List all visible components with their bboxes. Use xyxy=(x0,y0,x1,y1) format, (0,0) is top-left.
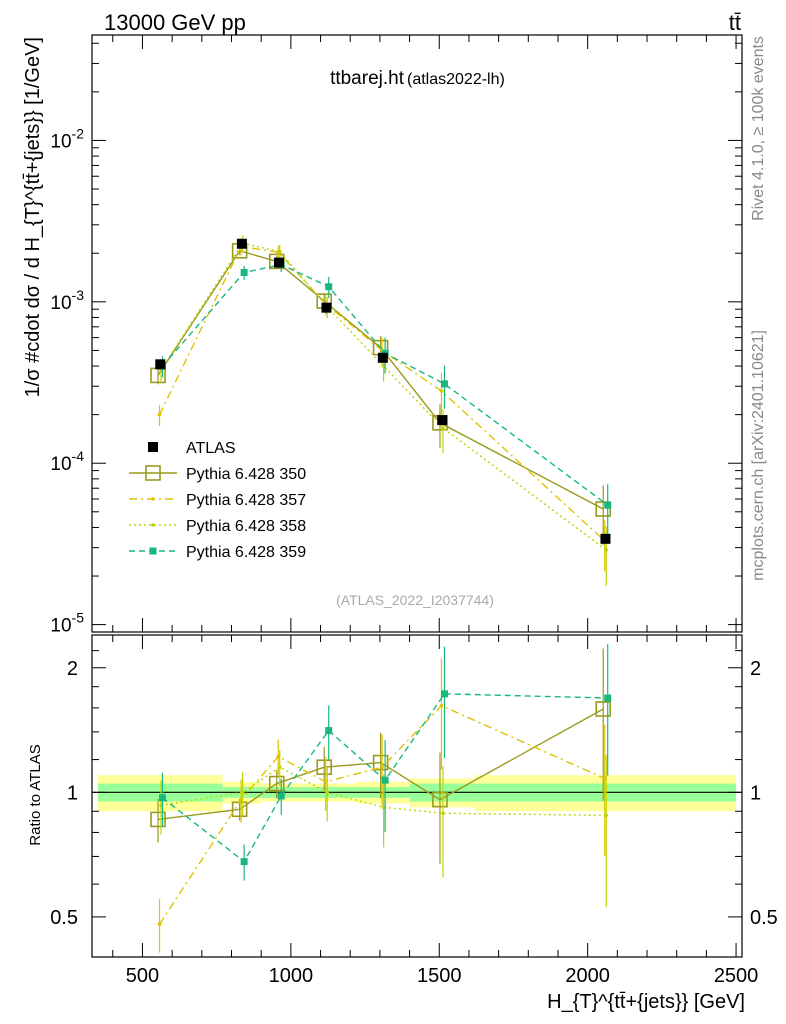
ratio-point xyxy=(316,759,333,776)
ratio-point xyxy=(432,791,448,808)
series-point xyxy=(157,412,162,417)
ratio-y-tick-label: 2 xyxy=(67,658,78,680)
x-tick-label: 500 xyxy=(126,965,159,987)
x-axis-title: H_{T}^{tt̄+{jets}} [GeV] xyxy=(547,991,745,1013)
ratio-point xyxy=(372,754,389,771)
main-panel-frame xyxy=(91,34,743,633)
series-point xyxy=(277,249,282,254)
analysis-watermark: (ATLAS_2022_I2037744) xyxy=(336,592,494,608)
y-tick-label: 10-4 xyxy=(50,448,84,475)
ratio-uncertainty-bands xyxy=(92,775,742,812)
legend-item-atlas: ATLAS xyxy=(148,440,236,457)
ratio-point xyxy=(595,701,612,717)
y-tick-label: 10-5 xyxy=(50,610,84,637)
ratio-y-tick-label: 1 xyxy=(67,782,78,804)
legend-item-4: Pythia 6.428 359 xyxy=(129,544,306,561)
legend-marker xyxy=(151,497,155,501)
ratio-y-tick-label-right: 2 xyxy=(750,658,761,680)
data-point xyxy=(600,533,611,544)
series-point xyxy=(325,283,333,291)
mcplots-label: mcplots.cern.ch [arXiv:2401.10621] xyxy=(750,330,767,581)
legend-label: Pythia 6.428 357 xyxy=(186,492,306,509)
header-energy-label: 13000 GeV pp xyxy=(104,10,246,35)
y-tick-label: 10-2 xyxy=(50,125,84,152)
ratio-y-tick-label-right: 1 xyxy=(750,782,761,804)
series-point xyxy=(439,389,444,393)
series-point xyxy=(440,380,448,388)
legend-item-3: Pythia 6.428 358 xyxy=(129,518,306,535)
ratio-y-tick-label-right: 0.5 xyxy=(750,907,778,929)
ratio-point xyxy=(157,922,162,927)
ratio-point xyxy=(440,690,448,698)
series-point xyxy=(240,268,248,276)
ratio-point xyxy=(240,790,245,795)
legend-marker xyxy=(151,523,155,527)
atlas-data xyxy=(155,238,611,544)
series-point xyxy=(595,501,612,517)
ratio-y-axis-title: Ratio to ATLAS xyxy=(27,744,44,845)
y-tick-label: 10-3 xyxy=(50,287,84,314)
ratio-point xyxy=(325,790,330,795)
legend-label: Pythia 6.428 358 xyxy=(186,518,306,535)
ratio-point xyxy=(150,811,166,828)
plot-title: ttbarej.ht xyxy=(330,68,405,89)
legend-label: Pythia 6.428 350 xyxy=(186,466,306,483)
legend: ATLAS Pythia 6.428 350 Pythia 6.428 357 Pyt… xyxy=(129,440,306,561)
ratio-point xyxy=(240,858,248,866)
x-tick-label: 2500 xyxy=(714,965,759,987)
plot-subtitle: (atlas2022-lh) xyxy=(407,71,505,88)
legend-item-1: Pythia 6.428 350 xyxy=(129,465,306,483)
series-point xyxy=(441,426,445,430)
ratio-point xyxy=(325,727,333,735)
series-point xyxy=(604,501,612,509)
x-tick-label: 1500 xyxy=(417,965,462,987)
legend-label: Pythia 6.428 359 xyxy=(186,544,306,561)
ratio-point xyxy=(439,703,444,708)
rivet-version-label: Rivet 4.1.0, ≥ 100k events xyxy=(750,36,767,221)
ratio-point xyxy=(268,775,285,792)
legend-item-2: Pythia 6.428 357 xyxy=(129,492,306,509)
ratio-y-tick-label: 0.5 xyxy=(50,907,78,929)
ratio-point xyxy=(380,765,384,770)
ratio-point xyxy=(441,811,445,816)
ratio-point xyxy=(604,813,609,818)
x-tick-label: 1000 xyxy=(269,965,314,987)
ratio-point xyxy=(277,765,282,770)
ratio-point xyxy=(277,792,285,800)
ratio-point xyxy=(381,776,389,784)
series-layer xyxy=(150,235,612,953)
main-y-axis-title: 1/σ #cdot dσ / d H_{T}^{tt̄+{jets}} [1/G… xyxy=(22,37,44,397)
x-tick-label: 2000 xyxy=(565,965,610,987)
legend-marker xyxy=(149,547,157,555)
data-point xyxy=(377,352,388,363)
data-point xyxy=(236,238,247,249)
data-point xyxy=(437,415,448,426)
legend-marker xyxy=(148,442,158,452)
data-point xyxy=(155,359,166,370)
data-point xyxy=(273,257,284,268)
ratio-point xyxy=(159,794,167,802)
ratio-point xyxy=(604,694,612,702)
legend-label: ATLAS xyxy=(186,440,236,457)
series-point xyxy=(604,548,609,552)
legend-marker xyxy=(145,465,161,481)
data-point xyxy=(321,302,332,313)
header-process-label: tt̄ xyxy=(729,10,741,35)
ratio-panel-frame xyxy=(91,634,743,958)
axes-ticks: 500 1000 1500 2000 2500 10-2 10-3 10-4 10-5 0.5 0.… xyxy=(50,35,778,987)
